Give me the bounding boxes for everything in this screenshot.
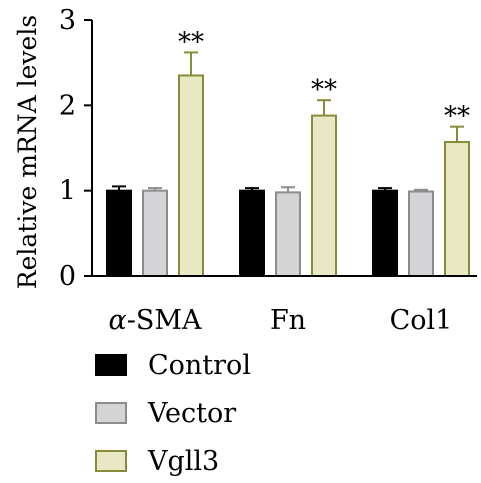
bar-vgll3 xyxy=(311,114,337,277)
bar-control xyxy=(372,189,398,278)
y-axis-label: Relative mRNA levels xyxy=(13,15,42,289)
legend-swatch-control xyxy=(95,354,127,376)
bar-control xyxy=(239,189,265,278)
x-tick-label: Fn xyxy=(270,305,306,336)
x-tick-label: Col1 xyxy=(390,305,453,336)
legend: Control Vector Vgll3 xyxy=(95,350,251,477)
legend-label-vgll3: Vgll3 xyxy=(147,446,219,477)
y-tick-label: 0 xyxy=(59,261,76,292)
significance-label: ** xyxy=(444,102,470,132)
bar-control xyxy=(106,189,132,278)
legend-label-vector: Vector xyxy=(147,398,236,429)
y-axis: 0 1 2 3 xyxy=(59,5,93,292)
bar-vector xyxy=(275,191,301,277)
y-tick-label: 3 xyxy=(59,5,76,36)
significance-label: ** xyxy=(178,27,204,57)
bars: ** ** ** xyxy=(106,27,470,278)
bar-vector xyxy=(408,190,434,278)
x-tick-label: α-SMA xyxy=(109,305,203,336)
significance-label: ** xyxy=(311,75,337,105)
x-axis: α-SMA Fn Col1 xyxy=(91,275,477,336)
bar-vgll3 xyxy=(178,74,204,278)
legend-label-control: Control xyxy=(148,350,251,381)
bar-vgll3 xyxy=(444,141,470,277)
y-tick-label: 2 xyxy=(59,90,76,121)
legend-swatch-vector xyxy=(95,402,127,424)
y-tick-label: 1 xyxy=(59,176,76,207)
legend-swatch-vgll3 xyxy=(95,450,127,472)
bar-vector xyxy=(142,189,168,278)
